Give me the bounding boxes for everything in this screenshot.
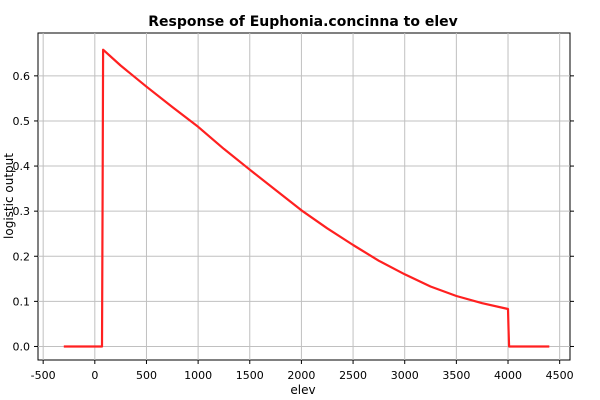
x-tick-label: 4000 <box>494 369 522 382</box>
y-tick-label: 0.1 <box>13 295 31 308</box>
plot-area <box>37 32 571 361</box>
x-tick-label: 1000 <box>184 369 212 382</box>
x-tick-label: 2000 <box>287 369 315 382</box>
x-tick-label: 1500 <box>236 369 264 382</box>
chart-title: Response of Euphonia.concinna to elev <box>148 14 458 30</box>
x-tick-label: 500 <box>136 369 157 382</box>
x-tick-label: 2500 <box>339 369 367 382</box>
y-tick-label: 0.4 <box>13 160 31 173</box>
y-tick-label: 0.5 <box>13 115 31 128</box>
grid <box>38 33 570 360</box>
x-tick-label: -500 <box>31 369 56 382</box>
y-tick-label: 0.0 <box>13 340 31 353</box>
y-axis-label: logistic output <box>2 153 16 239</box>
y-tick-label: 0.2 <box>13 250 31 263</box>
x-axis-label: elev <box>290 383 315 397</box>
x-tick-label: 3500 <box>442 369 470 382</box>
y-tick-label: 0.6 <box>13 70 31 83</box>
x-tick-label: 3000 <box>391 369 419 382</box>
x-tick-label: 4500 <box>546 369 574 382</box>
x-tick-label: 0 <box>91 369 98 382</box>
ticks: -500 0 500 1000 1500 2000 2500 3000 3500 4000 4500… <box>13 70 574 382</box>
response-curve <box>63 48 550 348</box>
y-tick-label: 0.3 <box>13 205 31 218</box>
series-layer <box>63 48 550 348</box>
